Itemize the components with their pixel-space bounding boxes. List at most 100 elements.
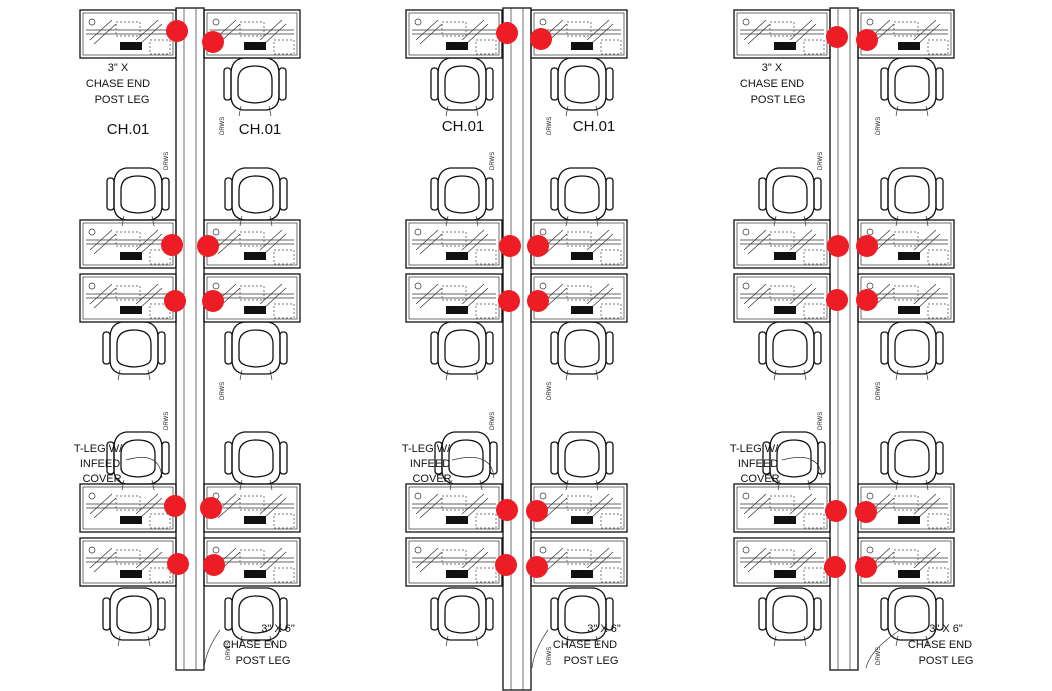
chase-end-bottom-line1: 3" X 6" — [587, 623, 621, 635]
t-leg-line3: COVER — [740, 473, 779, 485]
t-leg-line2: INFEED — [738, 458, 778, 470]
chair-icon — [102, 321, 166, 381]
marker-dot — [856, 235, 878, 257]
chair-icon — [550, 321, 614, 381]
marker-dot — [526, 556, 548, 578]
marker-dot — [167, 553, 189, 575]
marker-dot — [498, 290, 520, 312]
marker-dot — [202, 31, 224, 53]
chair-icon — [430, 57, 494, 117]
chase-end-bottom-line2: CHASE END — [223, 639, 287, 651]
marker-dot — [526, 500, 548, 522]
t-leg-line1: T-LEG W/ — [730, 443, 779, 455]
marker-dot — [856, 29, 878, 51]
chase-end-top-line3: POST LEG — [751, 94, 806, 106]
drawer-label: DRWS — [547, 382, 553, 400]
chair-icon — [224, 167, 288, 227]
chase-end-bottom-line3: POST LEG — [564, 655, 619, 667]
marker-dot — [856, 289, 878, 311]
drawer-label: DRWS — [490, 152, 496, 170]
t-leg-line2: INFEED — [80, 458, 120, 470]
cluster-middle: DRWS DRWS DRWS DRWS DRWS CH.01 CH.01 T-L… — [402, 7, 628, 691]
drawer-label: DRWS — [818, 412, 824, 430]
chase-end-bottom-line1: 3" X 6" — [261, 623, 295, 635]
marker-dot — [825, 500, 847, 522]
chase-end-top-line3: POST LEG — [95, 94, 150, 106]
chase-end-bottom-line2: CHASE END — [908, 639, 972, 651]
drawer-label: DRWS — [490, 412, 496, 430]
drawer-label: DRWS — [547, 117, 553, 135]
marker-dot — [855, 501, 877, 523]
chair-icon — [758, 167, 822, 227]
leader-line — [451, 457, 495, 479]
marker-dot — [824, 556, 846, 578]
t-leg-line2: INFEED — [410, 458, 450, 470]
chair-icon — [430, 167, 494, 227]
chair-icon — [758, 321, 822, 381]
drawer-label: DRWS — [818, 152, 824, 170]
chase-end-bottom-line3: POST LEG — [236, 655, 291, 667]
marker-dot — [161, 234, 183, 256]
chair-label-left: CH.01 — [107, 121, 150, 138]
drawer-label: DRWS — [220, 382, 226, 400]
chair-icon — [224, 431, 288, 491]
marker-dot — [826, 289, 848, 311]
marker-dot — [527, 235, 549, 257]
chair-icon — [550, 57, 614, 117]
t-leg-line3: COVER — [82, 473, 121, 485]
marker-dot — [166, 20, 188, 42]
leader-line — [781, 457, 823, 479]
marker-dot — [826, 26, 848, 48]
marker-dot — [495, 554, 517, 576]
chair-label-right: CH.01 — [573, 118, 616, 135]
chase-end-bottom-line3: POST LEG — [919, 655, 974, 667]
marker-dot — [164, 290, 186, 312]
marker-dot — [202, 290, 224, 312]
chase-end-top-line1: 3" X — [108, 62, 129, 74]
chair-icon — [758, 587, 822, 647]
drawer-label: DRWS — [164, 152, 170, 170]
marker-dot — [496, 22, 518, 44]
cluster-right: DRWS DRWS DRWS DRWS DRWS 3" X CHASE END … — [730, 7, 974, 671]
t-leg-line3: COVER — [412, 473, 451, 485]
leader-line — [865, 629, 901, 669]
chair-label-right: CH.01 — [239, 121, 282, 138]
marker-dot — [496, 499, 518, 521]
chair-icon — [430, 321, 494, 381]
chair-icon — [880, 321, 944, 381]
marker-dot — [197, 235, 219, 257]
chair-icon — [430, 587, 494, 647]
chair-icon — [550, 431, 614, 491]
chair-icon — [224, 321, 288, 381]
marker-dot — [164, 495, 186, 517]
chase-end-top-line2: CHASE END — [740, 78, 804, 90]
marker-dot — [499, 235, 521, 257]
chase-end-top-line2: CHASE END — [86, 78, 150, 90]
chair-icon — [880, 167, 944, 227]
marker-dot — [855, 556, 877, 578]
leader-line — [203, 629, 221, 669]
t-leg-line1: T-LEG W/ — [402, 443, 451, 455]
drawer-label: DRWS — [876, 647, 882, 665]
chair-icon — [550, 587, 614, 647]
chase-end-top-line1: 3" X — [762, 62, 783, 74]
chair-icon — [102, 587, 166, 647]
marker-dot — [527, 290, 549, 312]
marker-dot — [530, 28, 552, 50]
marker-dot — [203, 554, 225, 576]
chair-icon — [106, 167, 170, 227]
leader-line — [125, 457, 163, 479]
chair-icon — [880, 57, 944, 117]
chair-icon — [224, 587, 288, 647]
chase-end-bottom-line2: CHASE END — [553, 639, 617, 651]
drawer-label: DRWS — [876, 117, 882, 135]
drawer-label: DRWS — [547, 647, 553, 665]
leader-line — [531, 629, 549, 669]
drawer-label: DRWS — [226, 642, 232, 660]
marker-dot — [200, 497, 222, 519]
marker-dot — [827, 235, 849, 257]
cluster-left: DRWS DRWS DRWS DRWS DRWS 3" X CHASE END … — [74, 7, 301, 671]
chair-icon — [223, 57, 287, 117]
t-leg-line1: T-LEG W/ — [74, 443, 123, 455]
